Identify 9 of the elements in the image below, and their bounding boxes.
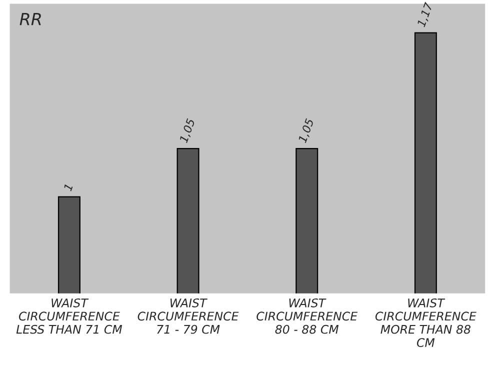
data-label: 1,05 — [298, 118, 315, 144]
data-label: 1 — [63, 184, 73, 192]
x-tick-label: WAIST CIRCUMFERENCE MORE THAN 88 CM — [375, 298, 476, 348]
x-tick-label: WAIST CIRCUMFERENCE 80 - 88 CM — [256, 298, 358, 334]
data-label: 1,17 — [416, 2, 434, 28]
x-tick-label: WAIST CIRCUMFERENCE 71 - 79 CM — [138, 298, 239, 334]
x-tick-label: WAIST CIRCUMFERENCE LESS THAN 71 CM — [16, 298, 122, 334]
data-label: 1,05 — [179, 118, 196, 144]
y-axis-title: RR — [20, 13, 41, 26]
